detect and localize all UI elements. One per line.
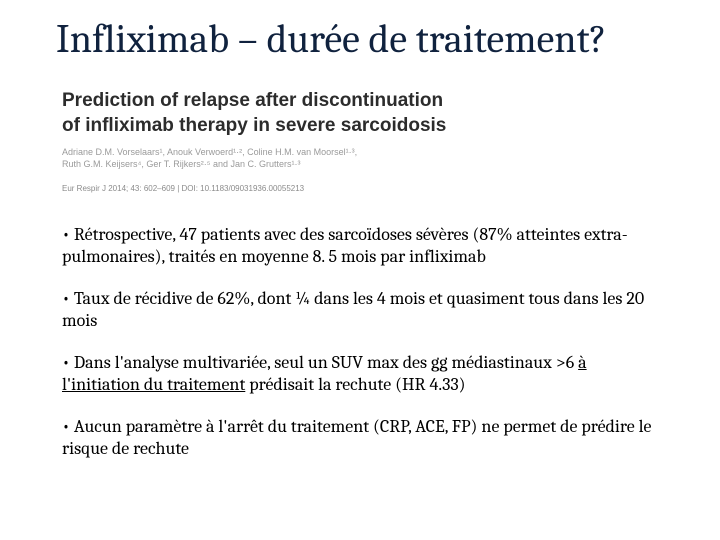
article-authors: Adriane D.M. Vorselaars¹, Anouk Verwoerd…: [62, 146, 492, 170]
authors-line2: Ruth G.M. Keijsers⁴, Ger T. Rijkers²·⁵ a…: [62, 159, 300, 169]
authors-line1: Adriane D.M. Vorselaars¹, Anouk Verwoerd…: [62, 147, 357, 157]
bullet-2: • Taux de récidive de 62%, dont ¼ dans l…: [62, 288, 658, 332]
bullet-3-post: prédisait la rechute (HR 4.33): [245, 374, 465, 395]
article-title-line1: Prediction of relapse after discontinuat…: [62, 90, 443, 111]
bullet-list: • Rétrospective, 47 patients avec des sa…: [62, 224, 658, 480]
bullet-1: • Rétrospective, 47 patients avec des sa…: [62, 224, 658, 268]
bullet-4: • Aucun paramètre à l'arrêt du traitemen…: [62, 416, 658, 460]
slide: Infliximab – durée de traitement? Predic…: [0, 0, 720, 540]
article-citation-block: Prediction of relapse after discontinuat…: [62, 88, 492, 193]
slide-title: Infliximab – durée de traitement?: [56, 16, 606, 62]
article-title-line2: of infliximab therapy in severe sarcoido…: [62, 115, 446, 136]
bullet-3: • Dans l'analyse multivariée, seul un SU…: [62, 352, 658, 396]
article-title: Prediction of relapse after discontinuat…: [62, 88, 492, 138]
bullet-3-pre: • Dans l'analyse multivariée, seul un SU…: [62, 352, 578, 373]
article-journal-citation: Eur Respir J 2014; 43: 602–609 | DOI: 10…: [62, 184, 492, 193]
